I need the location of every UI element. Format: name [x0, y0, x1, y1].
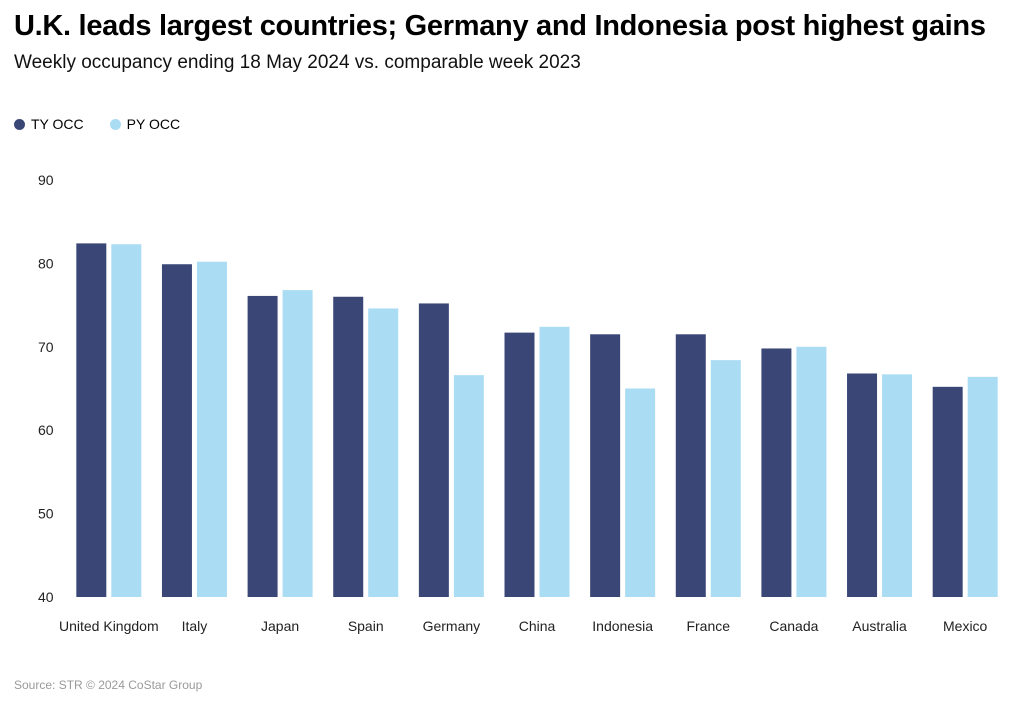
bar-ty-italy [161, 264, 192, 597]
bar-py-germany [453, 375, 484, 597]
bar-ty-australia [847, 373, 878, 597]
bar-py-australia [882, 374, 913, 597]
y-tick-label: 90 [38, 172, 54, 188]
y-tick-label: 50 [38, 506, 54, 522]
y-tick-label: 80 [38, 255, 54, 271]
x-tick-label: China [519, 618, 556, 634]
legend-item-ty: TY OCC [14, 116, 84, 132]
source-note: Source: STR © 2024 CoStar Group [14, 678, 203, 692]
bar-ty-china [504, 332, 535, 597]
chart-subtitle: Weekly occupancy ending 18 May 2024 vs. … [14, 52, 581, 73]
bar-py-japan [282, 290, 313, 597]
bar-ty-united-kingdom [76, 243, 107, 597]
legend: TY OCC PY OCC [14, 116, 180, 132]
x-tick-label: Indonesia [592, 618, 653, 634]
legend-item-py: PY OCC [109, 116, 181, 132]
x-tick-label: United Kingdom [59, 618, 159, 634]
bar-py-canada [796, 346, 827, 597]
bar-ty-spain [333, 296, 364, 597]
bar-py-spain [368, 308, 399, 597]
bar-ty-germany [418, 303, 449, 597]
bar-ty-france [675, 334, 706, 597]
bar-ty-indonesia [590, 334, 621, 597]
legend-swatch-py [109, 118, 121, 130]
x-tick-label: Japan [261, 618, 299, 634]
bar-py-china [539, 326, 570, 597]
y-tick-label: 70 [38, 339, 54, 355]
x-tick-label: Australia [852, 618, 907, 634]
bar-chart: 90 80 70 60 50 40 United Kingdom Italy Japan Spai… [38, 172, 998, 634]
x-tick-label: Canada [769, 618, 818, 634]
y-tick-label: 40 [38, 589, 54, 605]
x-tick-label: Spain [348, 618, 384, 634]
bar-py-united-kingdom [111, 244, 142, 597]
bar-py-mexico [967, 376, 998, 597]
bar-ty-mexico [932, 386, 963, 597]
bar-py-france [710, 360, 741, 597]
x-tick-label: Mexico [943, 618, 988, 634]
bar-py-italy [196, 261, 227, 597]
legend-label-py: PY OCC [126, 116, 181, 132]
chart-title: U.K. leads largest countries; Germany an… [14, 10, 986, 42]
legend-label-ty: TY OCC [31, 116, 84, 132]
x-tick-label: Germany [423, 618, 481, 634]
legend-swatch-ty [14, 118, 25, 130]
x-tick-label: Italy [182, 618, 208, 634]
y-tick-label: 60 [38, 422, 54, 438]
bar-py-indonesia [625, 388, 656, 597]
x-tick-label: France [686, 618, 730, 634]
bar-ty-japan [247, 295, 278, 597]
bar-ty-canada [761, 348, 792, 597]
